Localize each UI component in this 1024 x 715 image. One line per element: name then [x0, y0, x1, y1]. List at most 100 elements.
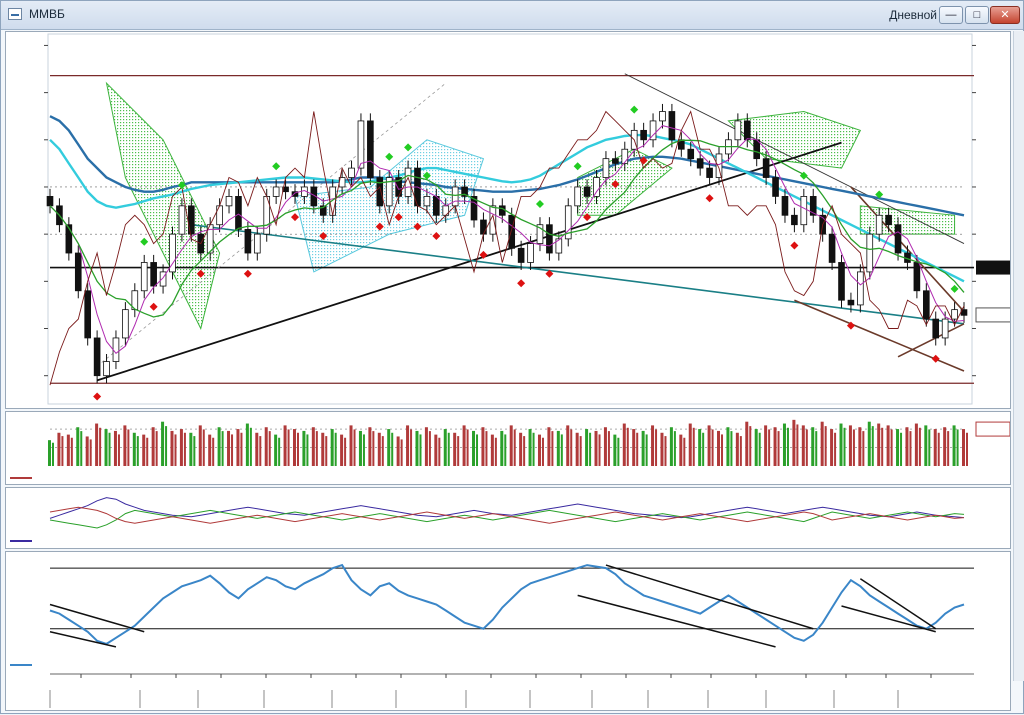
- volume-bar: [815, 431, 818, 466]
- dashed-projection-line: [96, 82, 447, 367]
- volume-bar: [278, 437, 281, 466]
- volume-bar: [227, 430, 231, 466]
- fractal-down-marker: [375, 222, 384, 231]
- candle-body: [753, 139, 761, 160]
- volume-bar: [95, 423, 99, 466]
- volume-bar: [739, 436, 742, 466]
- volume-bar: [541, 437, 544, 466]
- volume-bar: [424, 427, 428, 466]
- volume-bar: [570, 429, 573, 466]
- volume-bar: [721, 434, 724, 466]
- title-bar[interactable]: ММВБ Дневной — □ ✕: [1, 1, 1023, 30]
- candle-body: [687, 148, 695, 160]
- fractal-down-marker: [149, 302, 158, 311]
- candle-body: [357, 120, 365, 169]
- volume-bar: [622, 423, 626, 466]
- volume-bar: [777, 431, 780, 466]
- fractal-down-marker: [93, 392, 102, 401]
- candle-body: [150, 262, 157, 287]
- volume-bar: [151, 427, 155, 466]
- candle-body: [122, 309, 129, 339]
- maximize-button[interactable]: □: [965, 6, 989, 24]
- volume-bar: [236, 429, 240, 466]
- candle-body: [922, 290, 930, 320]
- chikou-line: [49, 110, 965, 386]
- volume-bar: [928, 429, 931, 466]
- candle-body: [74, 252, 82, 292]
- volume-bar: [325, 436, 328, 466]
- volume-bar: [396, 436, 400, 466]
- volume-bar: [664, 436, 667, 466]
- candle-body: [376, 177, 384, 207]
- close-button[interactable]: ✕: [990, 6, 1020, 24]
- volume-bar: [202, 429, 205, 466]
- minimize-button[interactable]: —: [939, 6, 963, 24]
- volume-bar: [490, 434, 494, 466]
- volume-bar: [372, 431, 375, 466]
- candle-body: [706, 167, 713, 178]
- volume-bar: [504, 434, 507, 466]
- volume-bar: [52, 442, 54, 466]
- fractal-down-marker: [413, 222, 422, 231]
- volume-bar: [956, 429, 959, 466]
- candle-body: [791, 214, 798, 226]
- volume-bar: [782, 423, 786, 466]
- volume-bar: [245, 423, 249, 466]
- volume-bar: [834, 432, 837, 466]
- volume-bar: [136, 436, 139, 466]
- volume-bar: [594, 430, 598, 466]
- candle-body: [159, 271, 167, 287]
- candle-body: [451, 186, 459, 207]
- volume-bar: [909, 431, 912, 466]
- period-label[interactable]: Дневной: [889, 8, 937, 22]
- candle-body: [178, 205, 186, 235]
- volume-bar: [702, 432, 705, 466]
- sma-long-blue: [49, 115, 965, 217]
- volume-bar: [632, 429, 636, 466]
- volume-bar: [764, 425, 768, 466]
- rsi-trend-line: [605, 564, 814, 630]
- candle-body: [932, 318, 940, 339]
- volume-bar: [274, 434, 278, 466]
- volume-bar: [117, 434, 120, 466]
- fractal-up-marker: [630, 105, 639, 114]
- volume-bar: [745, 421, 749, 466]
- volume-bar: [415, 430, 419, 466]
- volume-bar: [966, 432, 968, 466]
- volume-bar: [231, 434, 234, 466]
- volume-bar: [839, 423, 843, 466]
- fractal-up-marker: [272, 162, 281, 171]
- candle-body: [103, 361, 110, 377]
- volume-bar: [730, 431, 733, 466]
- volume-bar: [669, 427, 673, 466]
- volume-bar: [400, 439, 403, 466]
- volume-bar: [947, 431, 950, 466]
- volume-bar: [428, 431, 431, 466]
- vertical-scrollbar[interactable]: [1013, 31, 1024, 681]
- adx-series-line: [49, 506, 965, 524]
- volume-bar: [485, 431, 488, 466]
- volume-bar: [801, 425, 805, 466]
- volume-bar: [99, 427, 102, 466]
- kijun-line: [49, 139, 965, 318]
- rsi-trend-line: [49, 603, 145, 633]
- candle-body: [244, 229, 252, 254]
- volume-bar: [80, 431, 83, 466]
- volume-bar: [85, 436, 89, 466]
- volume-bar: [387, 429, 391, 466]
- fractal-down-marker: [319, 232, 328, 241]
- volume-bar: [523, 436, 526, 466]
- volume-bar: [259, 436, 262, 466]
- candle-body: [272, 186, 280, 197]
- candle-body: [828, 233, 836, 263]
- fractal-up-marker: [385, 152, 394, 161]
- volume-bar: [579, 436, 582, 466]
- volume-bar: [76, 427, 80, 466]
- candle-body: [93, 337, 101, 377]
- uptrend-line: [96, 141, 842, 382]
- volume-bar: [57, 432, 61, 466]
- plot-frame: [47, 33, 973, 405]
- volume-bar: [381, 436, 384, 466]
- candle-body: [385, 177, 393, 207]
- volume-bar: [645, 434, 648, 466]
